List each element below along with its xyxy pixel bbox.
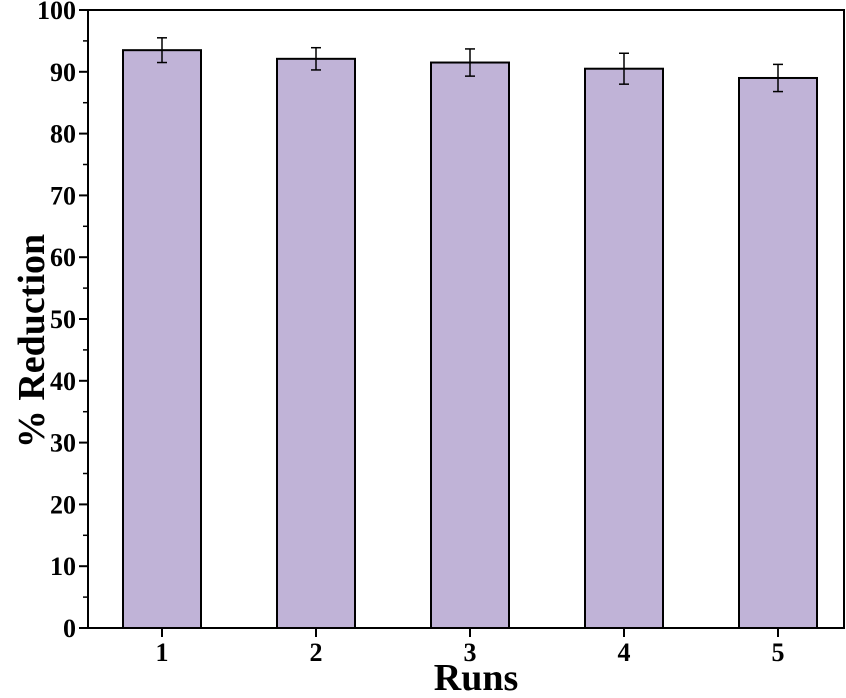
x-axis-title: Runs <box>434 657 519 698</box>
y-tick-label: 20 <box>50 490 76 519</box>
bar-3 <box>430 61 510 629</box>
y-tick-label: 100 <box>37 0 76 25</box>
y-tick-label: 90 <box>50 58 76 87</box>
x-tick-label: 4 <box>618 638 631 667</box>
y-tick-label: 80 <box>50 120 76 149</box>
x-tick-label: 1 <box>156 638 169 667</box>
x-tick-label: 5 <box>772 638 785 667</box>
y-axis-ticks: 0 10 20 30 40 50 60 70 80 90 100 <box>37 0 88 643</box>
bar-5 <box>738 76 818 630</box>
y-tick-label: 60 <box>50 243 76 272</box>
error-bars <box>157 37 783 93</box>
y-tick-label: 50 <box>50 305 76 334</box>
bar-1 <box>122 49 202 630</box>
y-tick-label: 40 <box>50 367 76 396</box>
y-axis-title: % Reduction <box>11 234 53 448</box>
y-tick-label: 70 <box>50 181 76 210</box>
y-tick-label: 10 <box>50 552 76 581</box>
x-tick-label: 3 <box>464 638 477 667</box>
bar-4 <box>584 67 664 629</box>
bar-2 <box>276 57 356 629</box>
x-tick-label: 2 <box>310 638 323 667</box>
y-tick-label: 0 <box>63 614 76 643</box>
plot-frame <box>87 9 845 629</box>
bars <box>122 49 818 630</box>
x-axis-ticks: 1 2 3 4 5 <box>156 628 785 667</box>
y-tick-label: 30 <box>50 429 76 458</box>
